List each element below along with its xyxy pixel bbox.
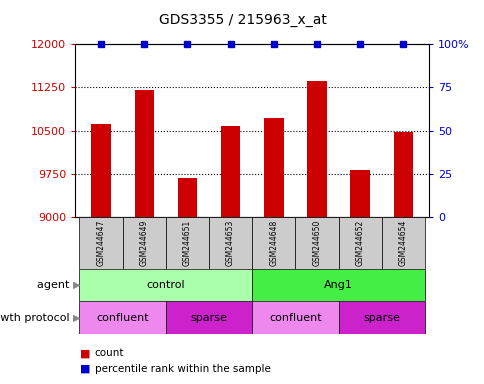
Bar [381,217,424,269]
Bar [177,178,197,217]
Text: control: control [146,280,185,290]
Text: sparse: sparse [190,313,227,323]
Text: GSM244653: GSM244653 [226,220,235,266]
Text: GSM244648: GSM244648 [269,220,278,266]
Bar [338,217,381,269]
Bar [295,217,338,269]
Bar [134,90,153,217]
Text: agent: agent [37,280,73,290]
Text: ■: ■ [80,348,91,358]
Text: sparse: sparse [363,313,399,323]
Text: Ang1: Ang1 [323,280,352,290]
Text: ▶: ▶ [73,280,80,290]
Text: growth protocol: growth protocol [0,313,73,323]
Text: ▶: ▶ [73,313,80,323]
Bar [166,301,252,334]
Text: GSM244650: GSM244650 [312,220,321,266]
Bar [307,81,326,217]
Text: GSM244652: GSM244652 [355,220,364,266]
Bar [252,269,424,301]
Text: percentile rank within the sample: percentile rank within the sample [94,364,270,374]
Bar [252,217,295,269]
Bar [166,217,209,269]
Text: confluent: confluent [269,313,321,323]
Text: ■: ■ [80,364,91,374]
Text: GSM244651: GSM244651 [182,220,192,266]
Bar [91,124,110,217]
Text: GSM244647: GSM244647 [96,220,106,266]
Text: GSM244654: GSM244654 [398,220,407,266]
Bar [263,118,283,217]
Bar [393,132,412,217]
Bar [209,217,252,269]
Bar [252,301,338,334]
Text: confluent: confluent [96,313,149,323]
Text: count: count [94,348,124,358]
Bar [79,217,122,269]
Bar [350,170,369,217]
Bar [79,301,166,334]
Bar [338,301,424,334]
Bar [79,269,252,301]
Text: GDS3355 / 215963_x_at: GDS3355 / 215963_x_at [158,13,326,27]
Text: GSM244649: GSM244649 [139,220,149,266]
Bar [220,126,240,217]
Bar [122,217,166,269]
